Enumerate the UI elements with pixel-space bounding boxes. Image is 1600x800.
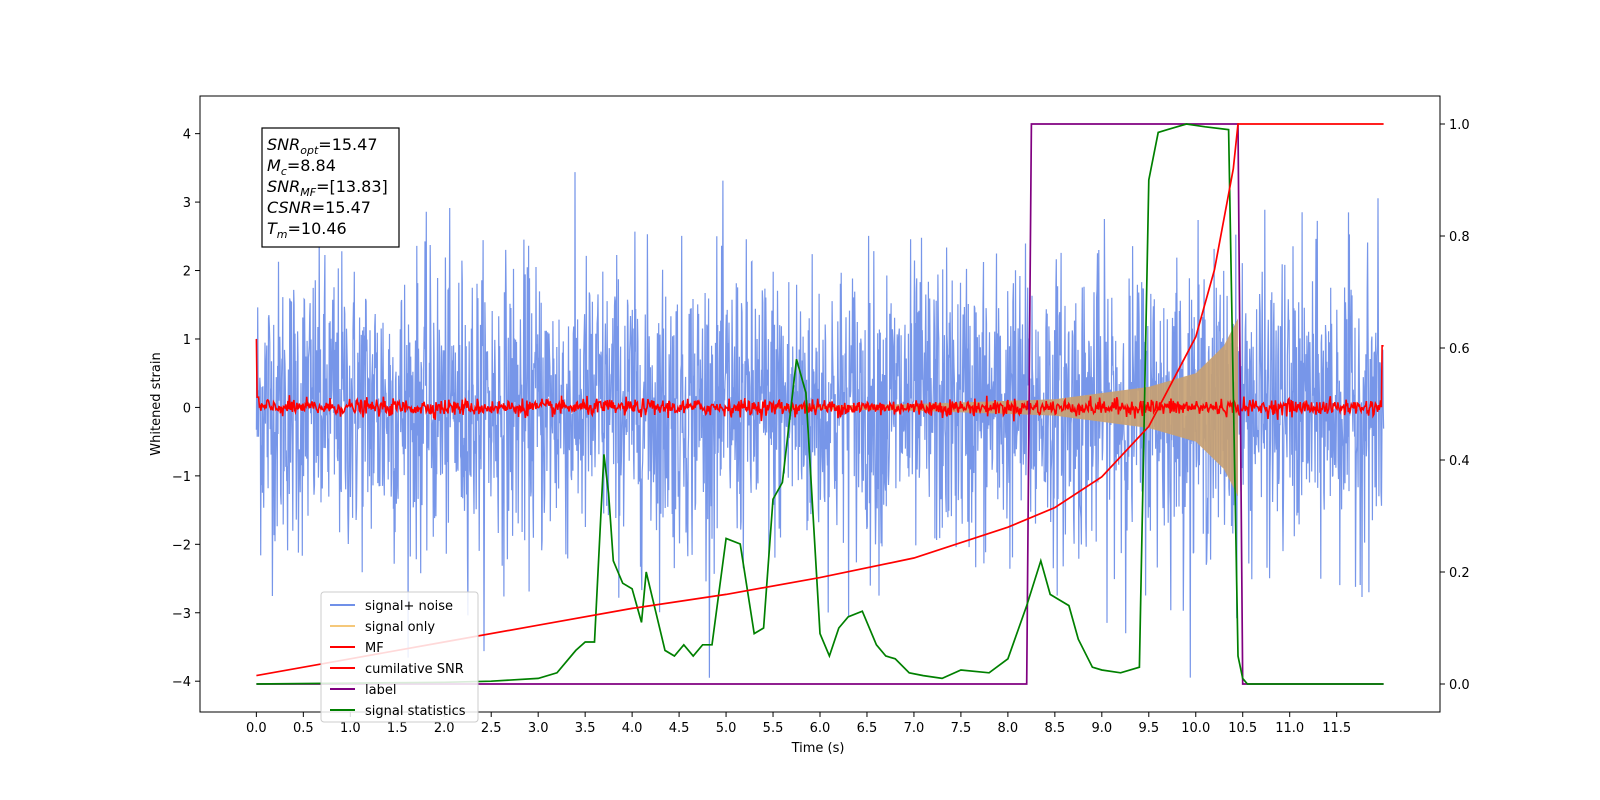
legend-label: signal statistics (365, 704, 466, 719)
x-tick-label: 1.0 (340, 721, 361, 736)
x-axis-label: Time (s) (791, 741, 845, 756)
x-tick-label: 2.0 (434, 721, 455, 736)
textbox-line: SNRopt=15.47 (267, 135, 378, 157)
legend-label: cumilative SNR (365, 662, 464, 677)
plot-area (255, 123, 1385, 685)
x-tick-label: 0.0 (246, 721, 267, 736)
cumulative-snr-line (256, 123, 1384, 677)
textbox-line: Mc=8.84 (267, 156, 336, 178)
y2-tick-label: 1.0 (1449, 118, 1470, 133)
y2-tick-label: 0.6 (1449, 342, 1470, 357)
x-tick-label: 10.0 (1181, 721, 1210, 736)
textbox-line: SNRMF=[13.83] (267, 177, 388, 199)
textbox-line: Tm=10.46 (267, 219, 347, 241)
y-tick-label: −4 (172, 675, 191, 690)
x-tick-label: 9.0 (1091, 721, 1112, 736)
legend-label: signal only (365, 620, 435, 635)
x-tick-label: 5.0 (716, 721, 737, 736)
x-tick-label: 3.0 (528, 721, 549, 736)
y2-tick-label: 0.8 (1449, 230, 1470, 245)
y2-tick-label: 0.2 (1449, 566, 1470, 581)
x-tick-label: 8.0 (998, 721, 1019, 736)
textbox-frame (261, 127, 400, 248)
y2-tick-label: 0.4 (1449, 454, 1470, 469)
x-tick-label: 4.5 (669, 721, 690, 736)
textbox-line: CSNR=15.47 (267, 198, 371, 217)
y2-tick-label: 0.0 (1449, 678, 1470, 693)
y-tick-label: −1 (172, 470, 191, 485)
y-axis-label: Whitened strain (149, 352, 164, 455)
legend-frame (320, 591, 479, 723)
x-tick-label: 9.5 (1138, 721, 1159, 736)
legend-label: MF (365, 641, 384, 656)
metrics-textbox: SNRopt=15.47Mc=8.84SNRMF=[13.83]CSNR=15.… (261, 127, 400, 248)
x-tick-label: 0.5 (293, 721, 314, 736)
y-tick-label: 2 (183, 265, 191, 280)
x-tick-label: 10.5 (1228, 721, 1257, 736)
x-tick-label: 3.5 (575, 721, 596, 736)
x-tick-label: 1.5 (387, 721, 408, 736)
y-axis-left: 4 3 2 1 0 −1 −2 −3 −4 (172, 128, 200, 690)
x-tick-label: 6.0 (810, 721, 831, 736)
x-tick-label: 6.5 (857, 721, 878, 736)
x-tick-label: 2.5 (481, 721, 502, 736)
y-tick-label: −2 (172, 538, 191, 553)
legend-label: label (365, 683, 396, 698)
x-tick-label: 11.5 (1322, 721, 1351, 736)
legend-label: signal+ noise (365, 599, 453, 614)
x-tick-label: 8.5 (1045, 721, 1066, 736)
y-tick-label: 1 (183, 333, 191, 348)
y-tick-label: 3 (183, 196, 191, 211)
x-tick-label: 5.5 (763, 721, 784, 736)
y-tick-label: 4 (183, 128, 191, 143)
y-tick-label: −3 (172, 607, 191, 622)
x-tick-label: 7.5 (951, 721, 972, 736)
signal-statistics-line (256, 123, 1384, 685)
x-tick-label: 4.0 (622, 721, 643, 736)
x-axis: 0.0 0.5 1.0 1.5 2.0 2.5 3.0 3.5 4.0 4.5 5.0 5.5 6.0 6… (246, 712, 1351, 736)
x-tick-label: 7.0 (904, 721, 925, 736)
x-tick-label: 11.0 (1275, 721, 1304, 736)
legend: signal+ noise signal only MF cumilative SNR… (320, 591, 479, 723)
mf-line (255, 338, 1384, 422)
y-axis-right: 1.0 0.8 0.6 0.4 0.2 0.0 (1440, 118, 1470, 693)
y-tick-label: 0 (183, 401, 191, 416)
